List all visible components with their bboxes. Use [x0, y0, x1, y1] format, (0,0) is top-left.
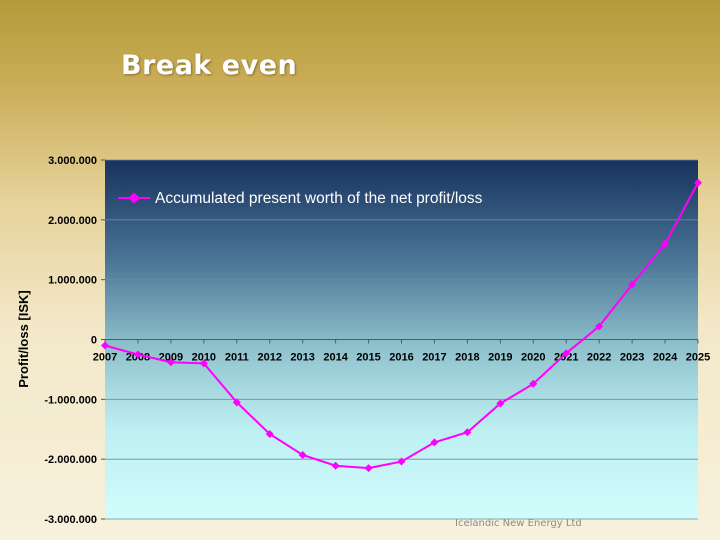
data-point [298, 450, 307, 459]
y-tick-label: 1.000.000 [48, 275, 97, 287]
legend-marker-swatch [128, 192, 140, 204]
data-point [595, 322, 604, 331]
x-tick-label: 2016 [389, 352, 413, 364]
y-tick-label: -2.000.000 [44, 454, 97, 466]
x-tick-label: 2017 [422, 352, 446, 364]
x-tick-label: 2024 [653, 352, 678, 364]
data-point [265, 430, 274, 439]
x-tick-label: 2013 [290, 352, 314, 364]
data-point [562, 349, 571, 358]
data-point [430, 438, 439, 447]
x-tick-label: 2018 [455, 352, 479, 364]
data-point [628, 280, 637, 289]
x-tick-label: 2022 [587, 352, 611, 364]
data-point [101, 341, 109, 350]
x-tick-label: 2023 [620, 352, 644, 364]
x-tick-label: 2020 [521, 352, 545, 364]
x-tick-label: 2019 [488, 352, 512, 364]
data-point [661, 239, 670, 248]
y-tick-label: 2.000.000 [48, 215, 97, 227]
y-tick-label: -3.000.000 [44, 514, 97, 526]
y-tick-label: -1.000.000 [44, 394, 97, 406]
x-tick-label: 2012 [257, 352, 281, 364]
x-tick-label: 2010 [192, 352, 216, 364]
data-point [364, 464, 373, 473]
x-tick-label: 2025 [686, 352, 710, 364]
y-axis-label: Profit/loss [ISK] [16, 290, 31, 388]
data-point [166, 358, 175, 367]
data-point [529, 379, 538, 388]
data-point [496, 399, 505, 408]
x-tick-label: 2014 [323, 352, 348, 364]
x-tick-label: 2021 [554, 352, 578, 364]
data-point [199, 359, 208, 368]
slide-title: Break even [121, 50, 298, 81]
legend-label: Accumulated present worth of the net pro… [155, 190, 483, 207]
data-point [133, 350, 142, 359]
x-tick-label: 2015 [356, 352, 380, 364]
data-point [463, 428, 472, 437]
data-point [397, 457, 406, 466]
data-point [232, 398, 241, 407]
y-tick-label: 0 [91, 335, 97, 347]
x-tick-label: 2007 [93, 352, 117, 364]
x-tick-label: 2011 [225, 352, 249, 364]
footer-company: Icelandic New Energy Ltd [455, 518, 582, 529]
data-point [694, 178, 702, 187]
y-tick-label: 3.000.000 [48, 155, 97, 167]
data-point [331, 461, 340, 470]
